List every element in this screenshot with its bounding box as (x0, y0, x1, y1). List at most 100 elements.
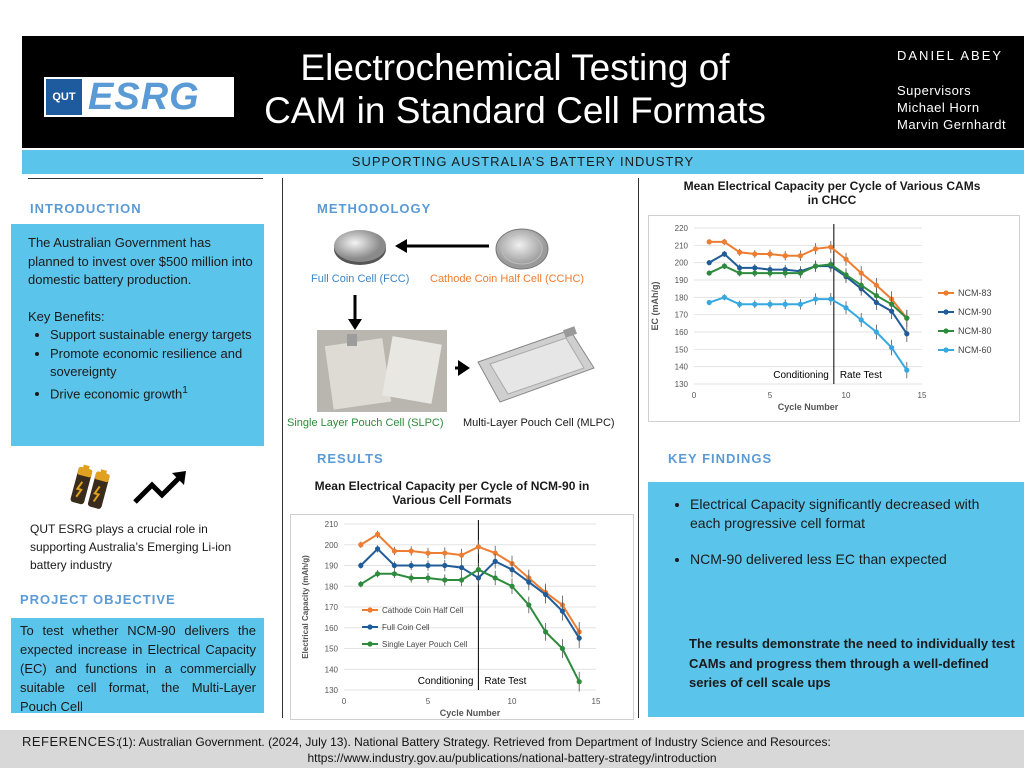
legend-label: NCM-90 (958, 307, 992, 317)
legend-marker (943, 328, 949, 334)
data-point (858, 317, 864, 323)
divider (282, 178, 283, 718)
results-heading: RESULTS (317, 451, 384, 466)
data-point (889, 345, 895, 351)
data-point (375, 546, 381, 552)
data-point (509, 583, 515, 589)
legend-marker (943, 290, 949, 296)
data-point (889, 301, 895, 307)
data-point (526, 579, 532, 585)
data-point (858, 282, 864, 288)
single-layer-pouch-cell-image (317, 330, 447, 412)
references-label: REFERENCES: (22, 734, 120, 749)
x-tick-label: 5 (768, 391, 773, 400)
data-point (576, 635, 582, 641)
legend-marker (367, 607, 373, 613)
data-point (782, 301, 788, 307)
esrg-logo: QUT ESRG (44, 77, 234, 117)
benefit-item: Promote economic resilience and sovereig… (50, 345, 258, 382)
y-tick-label: 180 (675, 293, 689, 302)
data-point (797, 270, 803, 276)
arrow-right-icon (455, 360, 470, 376)
data-point (559, 645, 565, 652)
data-point (813, 296, 819, 302)
benefits-list: Support sustainable energy targets Promo… (28, 326, 258, 403)
cchc-label: Cathode Coin Half Cell (CCHC) (430, 273, 585, 285)
finding-item: Electrical Capacity significantly decrea… (690, 495, 1002, 533)
legend-label: NCM-83 (958, 288, 992, 298)
y-tick-label: 130 (325, 686, 339, 695)
y-tick-label: 220 (675, 224, 689, 233)
x-tick-label: 5 (426, 697, 431, 706)
data-point (492, 575, 498, 581)
reference-url[interactable]: https://www.industry.gov.au/publications… (307, 751, 717, 765)
references-bar (0, 730, 1024, 768)
data-point (843, 305, 849, 311)
full-coin-cell-image (334, 230, 386, 265)
intro-paragraph: The Australian Government has planned to… (28, 235, 253, 287)
data-point (752, 270, 758, 276)
y-tick-label: 140 (675, 363, 689, 372)
legend-label: Single Layer Pouch Cell (382, 640, 468, 649)
data-point (706, 239, 712, 245)
y-axis-title: EC (mAh/g) (650, 282, 660, 331)
data-point (375, 571, 381, 577)
y-tick-label: 160 (675, 328, 689, 337)
qut-logo-mark: QUT (46, 79, 82, 115)
data-point (425, 562, 431, 569)
data-point (475, 544, 481, 550)
data-point (391, 562, 397, 569)
x-tick-label: 0 (692, 391, 697, 400)
data-point (442, 550, 448, 556)
legend-marker (943, 309, 949, 315)
data-point (492, 558, 498, 564)
data-point (706, 299, 712, 306)
x-tick-label: 15 (592, 697, 601, 706)
data-point (737, 249, 743, 255)
data-point (543, 591, 549, 598)
x-tick-label: 10 (842, 391, 851, 400)
qut-role-text: QUT ESRG plays a crucial role in support… (30, 522, 232, 572)
data-point (752, 251, 758, 257)
methodology-heading: METHODOLOGY (317, 201, 432, 216)
data-point (442, 577, 448, 583)
supervisors-label: Supervisors (897, 83, 972, 98)
data-point (767, 251, 773, 257)
data-point (543, 629, 549, 635)
data-point (391, 548, 397, 554)
y-tick-label: 210 (675, 241, 689, 250)
data-point (737, 265, 743, 271)
data-point (576, 679, 582, 685)
key-findings-list: Electrical Capacity significantly decrea… (672, 495, 1002, 586)
supervisor-2: Marvin Gernhardt (897, 117, 1007, 132)
data-point (828, 244, 834, 250)
slpc-label: Single Layer Pouch Cell (SLPC) (287, 417, 444, 429)
data-point (813, 246, 819, 252)
chart1-title: Mean Electrical Capacity per Cycle of Va… (683, 179, 981, 207)
x-tick-label: 15 (918, 391, 927, 400)
benefit-item: Drive economic growth1 (50, 382, 258, 404)
legend-label: NCM-60 (958, 345, 992, 355)
benefits-label: Key Benefits: (28, 308, 105, 324)
divider (638, 178, 639, 718)
rate-test-label: Rate Test (840, 370, 882, 381)
legend-label: Cathode Coin Half Cell (382, 606, 464, 615)
tagline-bar: SUPPORTING AUSTRALIA’S BATTERY INDUSTRY (22, 150, 1024, 174)
data-point (459, 552, 465, 558)
conditioning-label: Conditioning (418, 676, 474, 687)
data-point (737, 301, 743, 307)
intro-box (11, 224, 264, 446)
data-point (706, 270, 712, 276)
data-point (721, 251, 727, 257)
arrow-down-icon (348, 295, 362, 330)
conditioning-label: Conditioning (773, 370, 829, 381)
data-point (375, 531, 381, 537)
y-tick-label: 160 (325, 624, 339, 633)
y-tick-label: 200 (325, 541, 339, 550)
data-point (904, 331, 910, 337)
y-tick-label: 200 (675, 259, 689, 268)
data-point (721, 239, 727, 245)
ncm90-cell-format-chart: 130 140 150 160 170 180 190 200 210 0 5 10 15 Cycle N… (290, 514, 634, 720)
rate-test-label: Rate Test (484, 676, 526, 687)
x-axis-title: Cycle Number (778, 402, 839, 412)
